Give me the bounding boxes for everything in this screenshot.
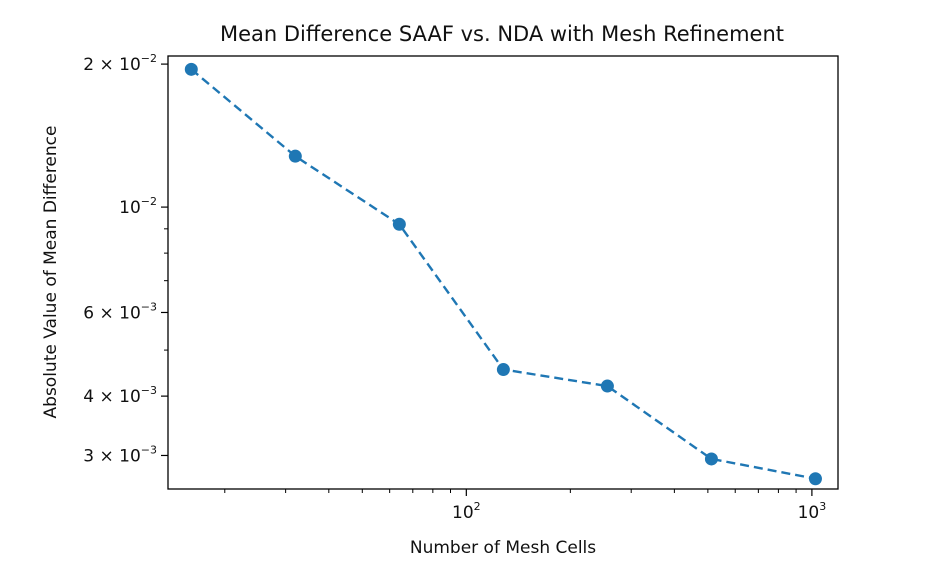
y-tick-label: 2 × 10−2: [83, 52, 157, 75]
data-point: [808, 472, 822, 486]
data-point: [704, 452, 718, 466]
data-point: [496, 363, 510, 377]
y-tick-label: 10−2: [119, 195, 157, 218]
y-axis-ticks: 2 × 10−2 10−2 6 × 10−3 4 × 10−3 3 × 10−3: [83, 52, 168, 466]
data-point: [288, 149, 302, 163]
data-point: [600, 379, 614, 393]
y-tick-label: 4 × 10−3: [83, 384, 157, 407]
y-axis-label: Absolute Value of Mean Difference: [41, 126, 61, 419]
data-point: [392, 217, 406, 231]
chart-title: Mean Difference SAAF vs. NDA with Mesh R…: [220, 22, 784, 46]
y-minor-ticks: [164, 228, 168, 351]
x-axis-label: Number of Mesh Cells: [410, 538, 596, 558]
x-tick-label: 102: [452, 500, 481, 523]
y-tick-label: 6 × 10−3: [83, 300, 157, 323]
x-minor-ticks: [224, 489, 797, 493]
data-point: [184, 62, 198, 76]
series-markers: [184, 62, 822, 486]
y-tick-label: 3 × 10−3: [83, 443, 157, 466]
plot-area: [167, 55, 839, 490]
x-tick-label: 103: [798, 500, 827, 523]
x-axis-ticks: 102 103: [452, 489, 826, 523]
